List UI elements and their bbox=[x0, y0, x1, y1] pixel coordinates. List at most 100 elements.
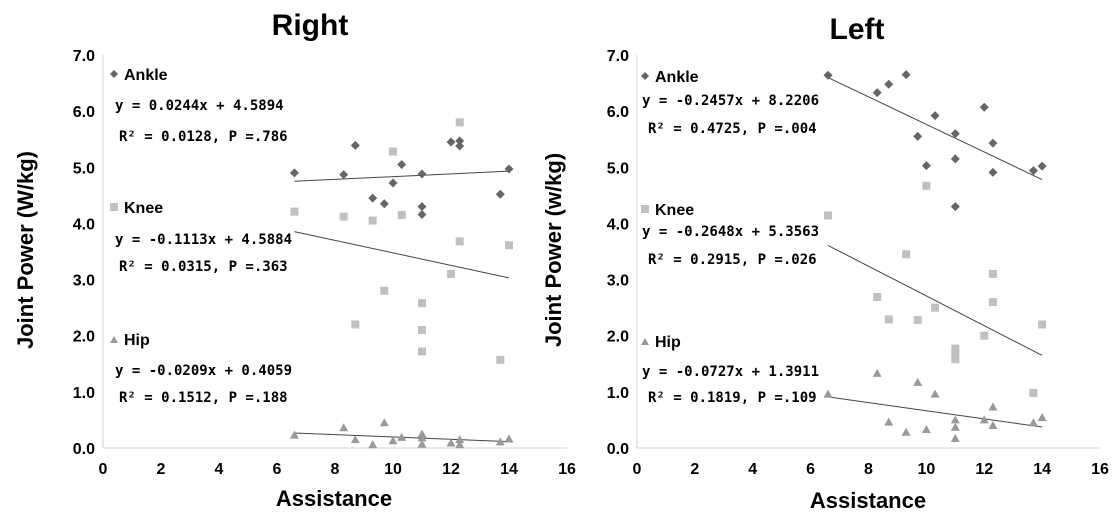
data-point-ankle-left bbox=[930, 111, 940, 121]
data-point-ankle-left bbox=[988, 138, 998, 148]
data-point-hip-left bbox=[884, 417, 894, 426]
data-point-knee-left bbox=[1029, 388, 1038, 397]
data-point-ankle-left bbox=[921, 161, 931, 171]
x-tick-label-left: 0 bbox=[633, 461, 642, 478]
legend-marker-knee-right bbox=[110, 203, 118, 211]
data-point-knee-left bbox=[884, 315, 893, 324]
data-point-hip-right bbox=[455, 435, 465, 444]
data-point-hip-right bbox=[368, 440, 378, 449]
data-point-ankle-right bbox=[339, 170, 349, 180]
legend-label-hip-left: Hip bbox=[655, 334, 681, 351]
data-point-ankle-left bbox=[872, 88, 882, 98]
chart-title-left: Left bbox=[830, 13, 885, 46]
data-point-ankle-right bbox=[388, 178, 398, 188]
data-point-hip-right bbox=[504, 434, 514, 443]
data-point-hip-right bbox=[379, 418, 389, 427]
data-point-ankle-right bbox=[417, 169, 427, 179]
data-point-ankle-left bbox=[901, 70, 911, 80]
data-point-hip-left bbox=[988, 421, 998, 430]
data-point-ankle-left bbox=[988, 167, 998, 177]
trend-stats-hip-right: R² = 0.1512, P =.188 bbox=[119, 390, 288, 406]
data-point-knee-left bbox=[951, 350, 960, 359]
y-tick-label-left: 7.0 bbox=[607, 48, 629, 65]
y-tick-label-right: 4.0 bbox=[73, 216, 95, 233]
legend-label-ankle-left: Ankle bbox=[655, 69, 699, 86]
x-tick-label-right: 10 bbox=[384, 461, 402, 478]
trendline-knee-right bbox=[294, 231, 510, 279]
trend-equation-hip-left: y = -0.0727x + 1.3911 bbox=[642, 364, 819, 380]
data-point-knee-left bbox=[823, 211, 832, 220]
y-axis-label-left: Joint Power (w/kg) bbox=[541, 153, 566, 347]
x-tick-label-right: 16 bbox=[558, 461, 576, 478]
x-tick-label-left: 10 bbox=[917, 461, 935, 478]
x-tick-label-right: 6 bbox=[273, 461, 282, 478]
trendline-ankle-left bbox=[827, 77, 1043, 181]
data-point-knee-right bbox=[351, 320, 360, 329]
data-point-ankle-right bbox=[446, 137, 456, 147]
data-point-ankle-right bbox=[368, 193, 378, 203]
data-point-knee-right bbox=[389, 147, 397, 156]
x-tick-label-left: 4 bbox=[748, 461, 757, 478]
data-point-ankle-right bbox=[455, 141, 465, 151]
data-point-knee-right bbox=[290, 207, 299, 216]
data-point-hip-left bbox=[901, 427, 911, 436]
trend-equation-knee-right: y = -0.1113x + 4.5884 bbox=[115, 232, 292, 248]
y-tick-label-left: 0.0 bbox=[607, 441, 629, 458]
trend-equation-knee-left: y = -0.2648x + 5.3563 bbox=[642, 224, 819, 240]
chart-right: Right Joint Power (W/kg) Assistance 0.0 1… bbox=[13, 9, 576, 511]
data-point-hip-left bbox=[979, 415, 989, 424]
data-point-ankle-right bbox=[495, 189, 505, 199]
data-point-knee-right bbox=[455, 237, 464, 246]
data-point-knee-right bbox=[339, 212, 348, 221]
y-tick-label-left: 5.0 bbox=[607, 160, 629, 177]
data-point-knee-left bbox=[980, 331, 989, 340]
data-point-ankle-left bbox=[1028, 166, 1038, 176]
trendline-knee-left bbox=[827, 244, 1043, 356]
legend-marker-knee-left bbox=[641, 205, 649, 213]
data-point-ankle-right bbox=[417, 202, 427, 212]
chart-title-right: Right bbox=[272, 9, 349, 42]
y-tick-label-right: 3.0 bbox=[73, 273, 95, 290]
data-point-ankle-left bbox=[979, 102, 989, 112]
data-point-hip-right bbox=[495, 437, 505, 446]
chart-left: Left Joint Power (w/kg) Assistance 0.0 1.… bbox=[541, 13, 1109, 513]
trend-stats-ankle-right: R² = 0.0128, P =.786 bbox=[119, 129, 288, 145]
y-tick-label-right: 6.0 bbox=[73, 104, 95, 121]
data-point-knee-right bbox=[418, 347, 426, 356]
legend-marker-hip-left bbox=[641, 338, 649, 345]
data-point-ankle-right bbox=[379, 199, 389, 209]
legend-marker-hip-right bbox=[110, 336, 118, 343]
data-point-hip-left bbox=[921, 424, 931, 433]
x-tick-label-left: 16 bbox=[1091, 461, 1109, 478]
data-point-knee-right bbox=[397, 211, 406, 220]
data-point-ankle-left bbox=[884, 79, 894, 89]
data-point-knee-left bbox=[988, 298, 997, 307]
y-tick-label-left: 3.0 bbox=[607, 273, 629, 290]
data-point-hip-right bbox=[350, 435, 360, 444]
trendline-hip-left bbox=[827, 396, 1043, 428]
data-point-hip-left bbox=[950, 422, 960, 431]
x-tick-label-left: 2 bbox=[690, 461, 699, 478]
data-point-hip-left bbox=[950, 433, 960, 442]
data-point-hip-left bbox=[872, 368, 882, 377]
legend-marker-ankle-left bbox=[641, 72, 649, 80]
y-tick-label-left: 4.0 bbox=[607, 216, 629, 233]
data-point-knee-left bbox=[951, 355, 960, 364]
y-tick-label-right: 7.0 bbox=[73, 48, 95, 65]
legend-label-knee-left: Knee bbox=[655, 202, 694, 219]
data-point-ankle-left bbox=[1037, 161, 1047, 171]
x-tick-label-right: 14 bbox=[500, 461, 518, 478]
data-point-ankle-left bbox=[913, 131, 923, 141]
trend-stats-ankle-left: R² = 0.4725, P =.004 bbox=[648, 121, 817, 137]
x-tick-label-left: 14 bbox=[1033, 461, 1051, 478]
trendline-ankle-right bbox=[294, 170, 510, 182]
data-point-knee-left bbox=[873, 292, 882, 301]
data-point-knee-right bbox=[368, 216, 377, 225]
data-point-knee-right bbox=[418, 299, 426, 308]
data-point-ankle-right bbox=[397, 159, 407, 169]
data-point-knee-left bbox=[988, 269, 997, 278]
data-point-knee-left bbox=[922, 181, 931, 190]
data-point-hip-left bbox=[1028, 418, 1038, 427]
trend-stats-hip-left: R² = 0.1819, P =.109 bbox=[648, 390, 817, 406]
